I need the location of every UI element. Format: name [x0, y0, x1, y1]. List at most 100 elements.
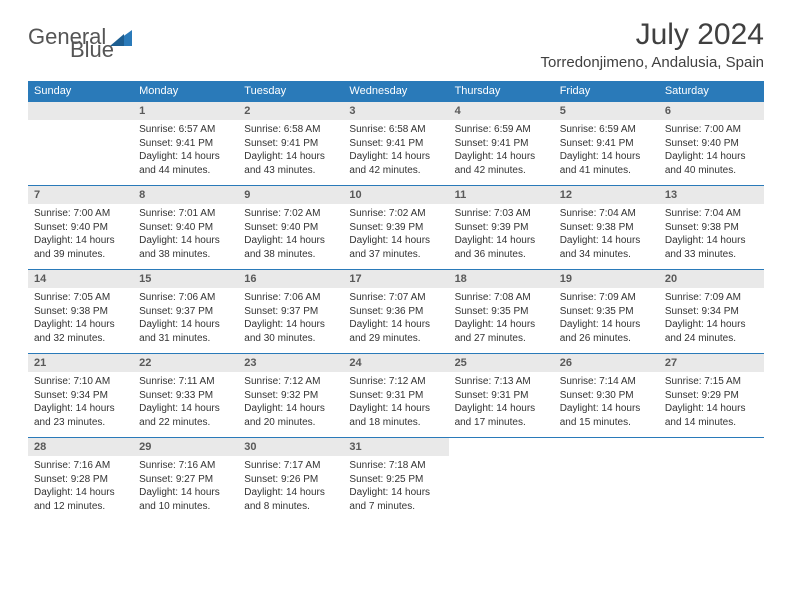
- daylight-line: Daylight: 14 hours and 32 minutes.: [34, 318, 127, 345]
- sunset-line: Sunset: 9:32 PM: [244, 389, 337, 403]
- day-cell: Sunrise: 7:08 AMSunset: 9:35 PMDaylight:…: [449, 288, 554, 354]
- daynum-row: 21222324252627: [28, 354, 764, 373]
- dow-tuesday: Tuesday: [238, 81, 343, 102]
- day-number: 19: [554, 270, 659, 289]
- daylight-line: Daylight: 14 hours and 38 minutes.: [244, 234, 337, 261]
- day-number: [554, 438, 659, 457]
- daylight-line: Daylight: 14 hours and 37 minutes.: [349, 234, 442, 261]
- day-cell: [449, 456, 554, 521]
- day-number: 11: [449, 186, 554, 205]
- day-cell: Sunrise: 6:58 AMSunset: 9:41 PMDaylight:…: [343, 120, 448, 186]
- sunrise-line: Sunrise: 6:57 AM: [139, 123, 232, 137]
- day-cell: Sunrise: 7:01 AMSunset: 9:40 PMDaylight:…: [133, 204, 238, 270]
- daylight-line: Daylight: 14 hours and 27 minutes.: [455, 318, 548, 345]
- sunset-line: Sunset: 9:38 PM: [34, 305, 127, 319]
- day-cell: Sunrise: 7:00 AMSunset: 9:40 PMDaylight:…: [659, 120, 764, 186]
- daylight-line: Daylight: 14 hours and 20 minutes.: [244, 402, 337, 429]
- daylight-line: Daylight: 14 hours and 31 minutes.: [139, 318, 232, 345]
- daylight-line: Daylight: 14 hours and 39 minutes.: [34, 234, 127, 261]
- day-cell: Sunrise: 7:04 AMSunset: 9:38 PMDaylight:…: [659, 204, 764, 270]
- day-number: 18: [449, 270, 554, 289]
- dow-saturday: Saturday: [659, 81, 764, 102]
- sunset-line: Sunset: 9:39 PM: [455, 221, 548, 235]
- day-number: 1: [133, 102, 238, 121]
- day-cell: [659, 456, 764, 521]
- sunrise-line: Sunrise: 7:10 AM: [34, 375, 127, 389]
- sunset-line: Sunset: 9:40 PM: [139, 221, 232, 235]
- daylight-line: Daylight: 14 hours and 41 minutes.: [560, 150, 653, 177]
- logo-word-blue: Blue: [70, 37, 114, 62]
- sunset-line: Sunset: 9:35 PM: [560, 305, 653, 319]
- sunset-line: Sunset: 9:40 PM: [665, 137, 758, 151]
- sunrise-line: Sunrise: 7:00 AM: [34, 207, 127, 221]
- day-number: 24: [343, 354, 448, 373]
- day-number: 28: [28, 438, 133, 457]
- daylight-line: Daylight: 14 hours and 34 minutes.: [560, 234, 653, 261]
- day-cell: Sunrise: 6:58 AMSunset: 9:41 PMDaylight:…: [238, 120, 343, 186]
- daylight-line: Daylight: 14 hours and 44 minutes.: [139, 150, 232, 177]
- logo: General Blue: [28, 24, 132, 50]
- daylight-line: Daylight: 14 hours and 12 minutes.: [34, 486, 127, 513]
- day-number: [28, 102, 133, 121]
- day-number: 30: [238, 438, 343, 457]
- sunset-line: Sunset: 9:33 PM: [139, 389, 232, 403]
- sunset-line: Sunset: 9:39 PM: [349, 221, 442, 235]
- day-cell: Sunrise: 7:10 AMSunset: 9:34 PMDaylight:…: [28, 372, 133, 438]
- sunset-line: Sunset: 9:34 PM: [34, 389, 127, 403]
- sunrise-line: Sunrise: 7:09 AM: [665, 291, 758, 305]
- day-number: 3: [343, 102, 448, 121]
- day-number: 29: [133, 438, 238, 457]
- sunrise-line: Sunrise: 6:59 AM: [560, 123, 653, 137]
- daylight-line: Daylight: 14 hours and 30 minutes.: [244, 318, 337, 345]
- day-cell: Sunrise: 7:09 AMSunset: 9:35 PMDaylight:…: [554, 288, 659, 354]
- daylight-line: Daylight: 14 hours and 7 minutes.: [349, 486, 442, 513]
- sunrise-line: Sunrise: 7:12 AM: [244, 375, 337, 389]
- dow-wednesday: Wednesday: [343, 81, 448, 102]
- day-cell: Sunrise: 7:11 AMSunset: 9:33 PMDaylight:…: [133, 372, 238, 438]
- day-cell: Sunrise: 7:13 AMSunset: 9:31 PMDaylight:…: [449, 372, 554, 438]
- sunset-line: Sunset: 9:27 PM: [139, 473, 232, 487]
- daylight-line: Daylight: 14 hours and 14 minutes.: [665, 402, 758, 429]
- sunrise-line: Sunrise: 7:12 AM: [349, 375, 442, 389]
- sunset-line: Sunset: 9:29 PM: [665, 389, 758, 403]
- day-cell: Sunrise: 7:03 AMSunset: 9:39 PMDaylight:…: [449, 204, 554, 270]
- day-cell: Sunrise: 7:07 AMSunset: 9:36 PMDaylight:…: [343, 288, 448, 354]
- day-number: 4: [449, 102, 554, 121]
- title-block: July 2024 Torredonjimeno, Andalusia, Spa…: [541, 18, 764, 71]
- daylight-line: Daylight: 14 hours and 24 minutes.: [665, 318, 758, 345]
- location: Torredonjimeno, Andalusia, Spain: [541, 54, 764, 71]
- content-row: Sunrise: 6:57 AMSunset: 9:41 PMDaylight:…: [28, 120, 764, 186]
- day-cell: Sunrise: 7:18 AMSunset: 9:25 PMDaylight:…: [343, 456, 448, 521]
- sunset-line: Sunset: 9:31 PM: [349, 389, 442, 403]
- day-number: 31: [343, 438, 448, 457]
- day-cell: Sunrise: 7:04 AMSunset: 9:38 PMDaylight:…: [554, 204, 659, 270]
- day-cell: Sunrise: 7:06 AMSunset: 9:37 PMDaylight:…: [133, 288, 238, 354]
- daylight-line: Daylight: 14 hours and 43 minutes.: [244, 150, 337, 177]
- day-number: 12: [554, 186, 659, 205]
- day-cell: Sunrise: 7:16 AMSunset: 9:27 PMDaylight:…: [133, 456, 238, 521]
- day-cell: Sunrise: 7:12 AMSunset: 9:32 PMDaylight:…: [238, 372, 343, 438]
- day-cell: Sunrise: 6:59 AMSunset: 9:41 PMDaylight:…: [554, 120, 659, 186]
- day-cell: [554, 456, 659, 521]
- day-cell: Sunrise: 7:17 AMSunset: 9:26 PMDaylight:…: [238, 456, 343, 521]
- sunset-line: Sunset: 9:37 PM: [139, 305, 232, 319]
- dow-sunday: Sunday: [28, 81, 133, 102]
- day-cell: Sunrise: 7:16 AMSunset: 9:28 PMDaylight:…: [28, 456, 133, 521]
- daylight-line: Daylight: 14 hours and 17 minutes.: [455, 402, 548, 429]
- sunset-line: Sunset: 9:40 PM: [244, 221, 337, 235]
- sunrise-line: Sunrise: 7:14 AM: [560, 375, 653, 389]
- calendar: SundayMondayTuesdayWednesdayThursdayFrid…: [28, 81, 764, 521]
- sunset-line: Sunset: 9:40 PM: [34, 221, 127, 235]
- sunrise-line: Sunrise: 7:16 AM: [34, 459, 127, 473]
- dow-friday: Friday: [554, 81, 659, 102]
- day-number: 21: [28, 354, 133, 373]
- daylight-line: Daylight: 14 hours and 42 minutes.: [349, 150, 442, 177]
- day-number: 26: [554, 354, 659, 373]
- day-cell: [28, 120, 133, 186]
- content-row: Sunrise: 7:05 AMSunset: 9:38 PMDaylight:…: [28, 288, 764, 354]
- daylight-line: Daylight: 14 hours and 10 minutes.: [139, 486, 232, 513]
- sunrise-line: Sunrise: 7:02 AM: [349, 207, 442, 221]
- day-number: 9: [238, 186, 343, 205]
- daylight-line: Daylight: 14 hours and 15 minutes.: [560, 402, 653, 429]
- day-cell: Sunrise: 7:02 AMSunset: 9:39 PMDaylight:…: [343, 204, 448, 270]
